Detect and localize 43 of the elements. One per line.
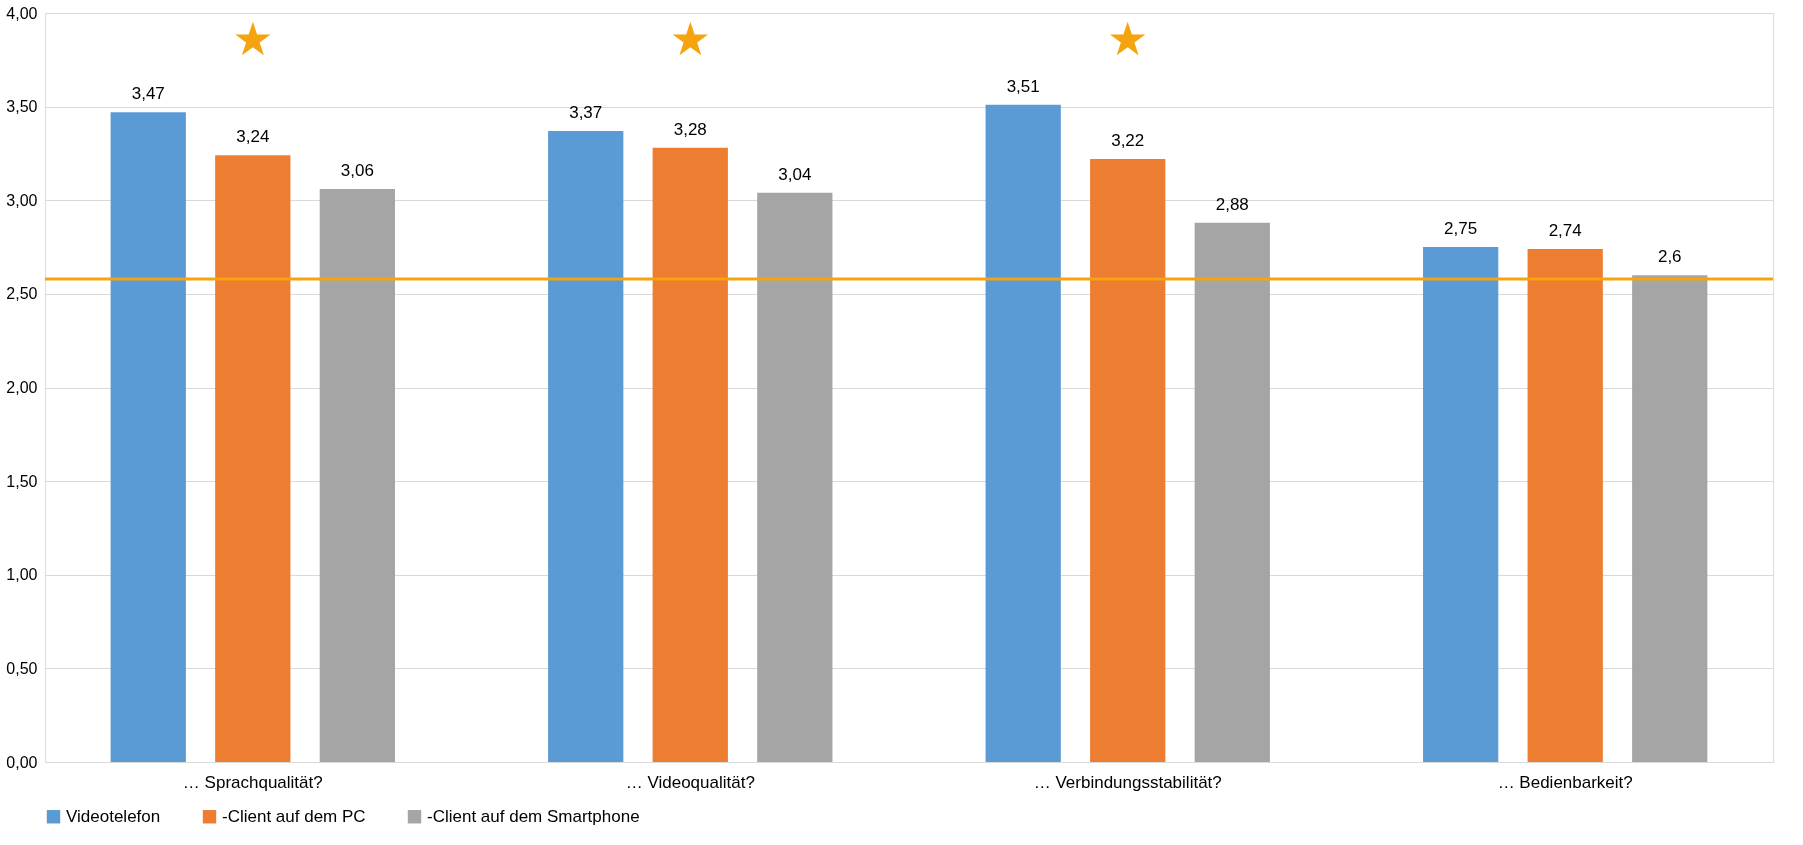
annotation: ★: [1107, 12, 1149, 67]
data-label: 3,22: [1111, 131, 1145, 151]
x-tick-label: … Videoqualität?: [625, 772, 755, 792]
bar: [319, 189, 395, 762]
y-tick-label: 0,50: [6, 659, 38, 677]
bar: [1527, 248, 1603, 762]
data-label: 2,6: [1657, 247, 1682, 267]
legend-label: Videotelefon: [66, 806, 161, 826]
x-tick-label: … Verbindungsstabilität?: [1033, 772, 1222, 792]
data-label: 3,24: [236, 127, 270, 147]
annotation: ★: [232, 12, 274, 67]
bar: [110, 112, 186, 762]
data-label: 2,74: [1548, 220, 1582, 240]
x-tick-label: … Sprachqualität?: [182, 772, 323, 792]
data-label: 3,28: [673, 119, 707, 139]
y-tick-label: 4,00: [6, 4, 38, 22]
data-label: 2,88: [1215, 194, 1249, 214]
legend-label: -Client auf dem PC: [222, 806, 366, 826]
data-label: 3,51: [1006, 76, 1040, 96]
y-tick-label: 1,50: [6, 472, 38, 490]
bar: [1194, 222, 1270, 762]
y-tick-label: 2,00: [6, 379, 38, 396]
bar: [1090, 159, 1166, 762]
bar: [1423, 247, 1499, 762]
y-tick-label: 3,50: [6, 98, 38, 116]
annotation: ★: [669, 12, 711, 67]
data-label: 3,47: [131, 84, 165, 104]
data-label: 2,75: [1444, 219, 1478, 239]
y-tick-label: 3,00: [6, 191, 38, 209]
x-tick-label: … Bedienbarkeit?: [1497, 772, 1633, 792]
y-tick-label: 2,50: [6, 285, 38, 303]
y-tick-label: 1,00: [6, 566, 38, 584]
bar: [215, 155, 291, 762]
data-label: 3,04: [778, 164, 812, 184]
bar: [548, 130, 624, 762]
y-tick-label: 0,00: [6, 753, 38, 771]
data-label: 3,37: [569, 102, 603, 122]
bar: [652, 147, 728, 762]
bar: [1632, 275, 1708, 762]
bar: [757, 192, 833, 762]
legend-label: -Client auf dem Smartphone: [427, 806, 640, 826]
bar: [985, 104, 1061, 762]
data-label: 3,06: [340, 161, 374, 181]
